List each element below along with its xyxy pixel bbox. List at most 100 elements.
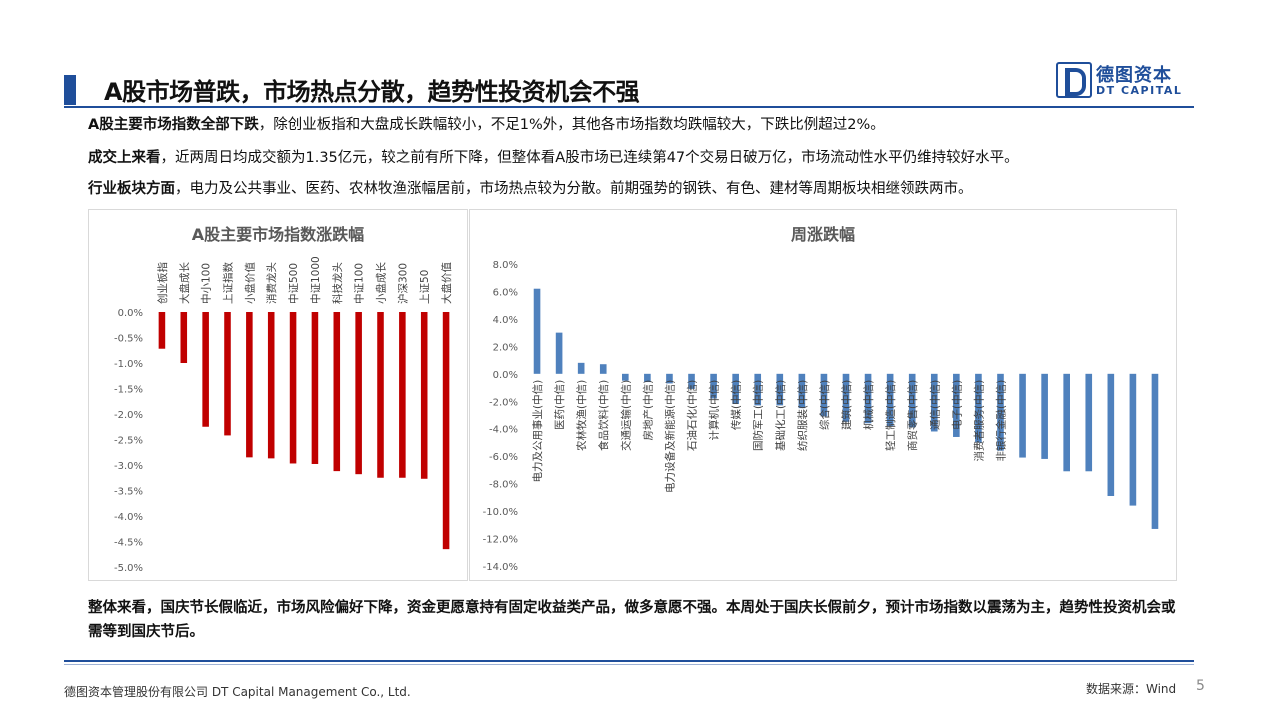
bar (289, 312, 297, 464)
y-tick-label: -3.0% (114, 461, 143, 472)
bar (754, 373, 762, 406)
y-tick-label: -4.0% (489, 425, 518, 436)
category-label: 上证指数 (222, 262, 235, 304)
category-label: 综合(中信) (818, 380, 831, 430)
summary-lead-3: 行业板块方面 (88, 181, 175, 197)
summary-lead-1: A股主要市场指数全部下跌 (88, 117, 259, 133)
category-label: 消费者服务(中信) (972, 380, 985, 462)
y-tick-label: -4.5% (114, 538, 143, 549)
bar (776, 373, 784, 406)
category-label: 机械(中信) (862, 380, 875, 430)
bar (975, 373, 982, 443)
sector-weekly-change-chart-svg: 周涨跌幅 8.0% 6.0% 4.0% 2.0% 0.0% -2.0% -4.0% -6.0% -… (483, 225, 1159, 573)
footer-source: 数据来源：Wind (1086, 682, 1177, 696)
y-tick-label: 0.0% (118, 308, 143, 319)
y-tick-label: -14.0% (483, 562, 518, 573)
category-label: 商贸零售(中信) (906, 380, 919, 451)
y-tick-label: -5.0% (114, 563, 143, 574)
y-tick-label: 4.0% (493, 315, 518, 326)
chart-title: 周涨跌幅 (791, 225, 855, 244)
title-underline (64, 106, 1194, 108)
bar (1019, 373, 1026, 458)
category-label: 沪深300 (396, 263, 409, 304)
category-label: 医药(中信) (553, 380, 566, 430)
category-label: 农林牧渔(中信) (575, 380, 588, 451)
bar (420, 312, 428, 479)
bar (158, 312, 166, 349)
bar (732, 373, 739, 405)
category-label: 电力设备及新能源(中信) (663, 380, 676, 493)
bar (333, 312, 341, 472)
page-number: 5 (1196, 678, 1205, 694)
footer-divider-thin (64, 664, 1194, 665)
logo-text-cn: 德图资本 (1096, 65, 1172, 86)
y-tick-label: -10.0% (483, 507, 518, 518)
footer-company: 德图资本管理股份有限公司 DT Capital Management Co., … (64, 685, 411, 699)
bar (399, 312, 406, 478)
bar (202, 312, 209, 427)
category-label: 电力及公用事业(中信) (531, 380, 544, 483)
bar (555, 332, 563, 374)
category-label: 计算机(中信) (708, 380, 721, 441)
bar (1063, 373, 1070, 472)
y-tick-label: -8.0% (489, 480, 518, 491)
category-label: 大盘成长 (178, 262, 191, 304)
y-tick-label: -2.0% (489, 397, 518, 408)
bar (1085, 373, 1093, 472)
category-label: 通信(中信) (928, 380, 941, 430)
category-label: 电子(中信) (950, 380, 963, 430)
category-label: 非银行金融(中信) (994, 380, 1007, 462)
bar (599, 364, 607, 374)
bar (710, 373, 717, 399)
index-change-chart: A股主要市场指数涨跌幅 0.0% -0.5% -1.0% -1.5% -2.0% -2.5%… (88, 209, 468, 581)
y-tick-label: -2.0% (114, 410, 143, 421)
bar (311, 312, 319, 464)
y-tick-label: -12.0% (483, 535, 518, 546)
y-tick-label: -4.0% (114, 512, 143, 523)
logo-text-en: DT CAPITAL (1096, 84, 1183, 97)
category-label: 中小100 (200, 263, 213, 304)
category-label: 轻工制造(中信) (884, 380, 897, 451)
category-label: 食品饮料(中信) (597, 380, 610, 451)
bar (688, 373, 695, 389)
dt-logo-icon (1056, 62, 1092, 98)
bar (533, 288, 541, 374)
summary-text-3: ，电力及公共事业、医药、农林牧渔涨幅居前，市场热点较为分散。前期强势的钢铁、有色… (175, 181, 973, 197)
bar (442, 312, 450, 550)
title-accent-bar (64, 75, 76, 105)
bar (377, 312, 384, 478)
category-label: 房地产(中信) (641, 380, 654, 441)
category-label: 小盘价值 (243, 262, 256, 304)
y-tick-label: 2.0% (493, 342, 518, 353)
bar (1151, 373, 1159, 529)
bar (908, 373, 916, 428)
bar (577, 362, 585, 374)
sector-weekly-change-chart: 周涨跌幅 8.0% 6.0% 4.0% 2.0% 0.0% -2.0% -4.0% -6.0% -… (469, 209, 1177, 581)
category-label: 石油石化(中信) (686, 380, 699, 451)
summary-paragraph-3: 行业板块方面，电力及公共事业、医药、农林牧渔涨幅居前，市场热点较为分散。前期强势… (88, 177, 973, 198)
bar (953, 373, 960, 437)
bar (1041, 373, 1048, 459)
chart-title: A股主要市场指数涨跌幅 (192, 225, 364, 244)
category-label: 创业板指 (156, 262, 169, 304)
bar (997, 373, 1004, 451)
bar (180, 312, 188, 363)
bar (267, 312, 275, 459)
index-change-chart-svg: A股主要市场指数涨跌幅 0.0% -0.5% -1.0% -1.5% -2.0% -2.5%… (114, 225, 453, 574)
category-label: 交通运输(中信) (619, 380, 632, 451)
y-tick-label: 0.0% (493, 370, 518, 381)
y-tick-label: 8.0% (493, 260, 518, 271)
category-label: 中证500 (287, 263, 300, 304)
bar (864, 373, 872, 424)
bar (1129, 373, 1137, 506)
y-tick-label: -1.5% (114, 385, 143, 396)
page-title: A股市场普跌，市场热点分散，趋势性投资机会不强 (104, 78, 640, 106)
bar (820, 373, 828, 417)
category-label: 消费龙头 (265, 262, 278, 304)
y-tick-label: -2.5% (114, 436, 143, 447)
summary-text-1: ，除创业板指和大盘成长跌幅较小，不足1%外，其他各市场指数均跌幅较大，下跌比例超… (258, 117, 885, 133)
footer-divider (64, 660, 1194, 662)
y-tick-label: -0.5% (114, 334, 143, 345)
category-label: 大盘价值 (440, 262, 453, 304)
bar (842, 373, 850, 422)
